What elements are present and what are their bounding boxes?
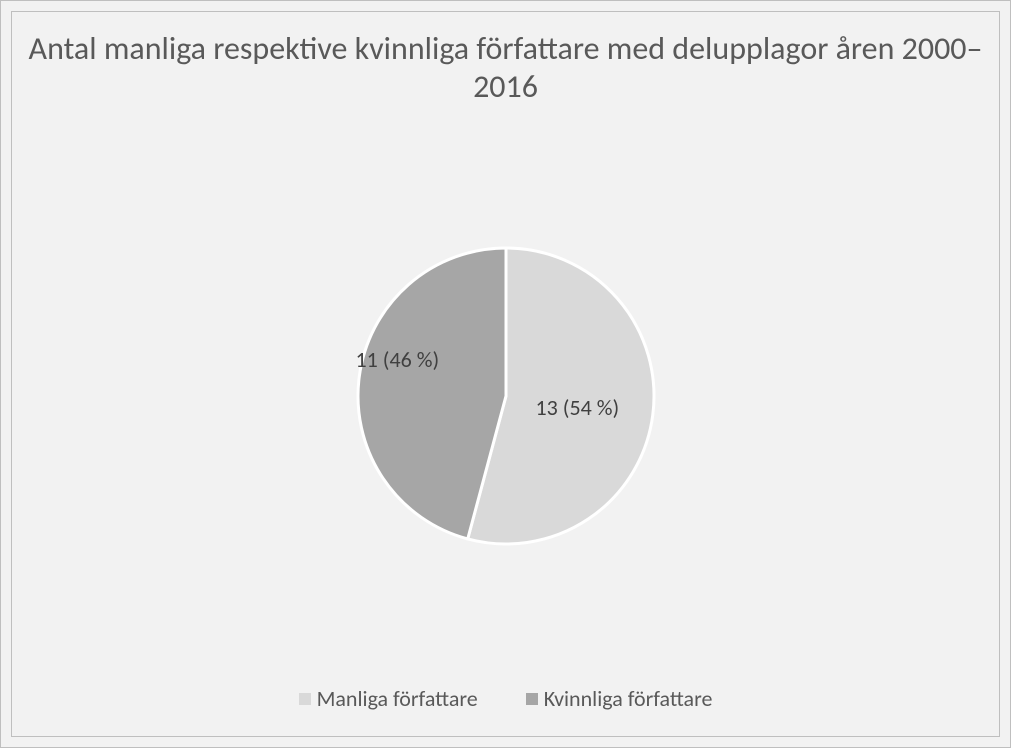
legend-swatch-male bbox=[299, 693, 311, 705]
title-text: Antal manliga respektive kvinnliga förfa… bbox=[29, 29, 983, 106]
slice-label-male: 13 (54 %) bbox=[536, 394, 620, 421]
pie-area: 13 (54 %) 11 (46 %) bbox=[12, 107, 999, 685]
legend-item-male: Manliga författare bbox=[299, 685, 478, 712]
chart-inner: Antal manliga respektive kvinnliga förfa… bbox=[11, 11, 1000, 737]
legend-swatch-female bbox=[526, 693, 538, 705]
chart-container: Antal manliga respektive kvinnliga förfa… bbox=[0, 0, 1011, 748]
legend-label-male: Manliga författare bbox=[317, 685, 478, 712]
chart-title: Antal manliga respektive kvinnliga förfa… bbox=[12, 30, 999, 107]
legend-item-female: Kvinnliga författare bbox=[526, 685, 713, 712]
legend-label-female: Kvinnliga författare bbox=[544, 685, 713, 712]
legend: Manliga författare Kvinnliga författare bbox=[299, 685, 713, 712]
slice-label-female: 11 (46 %) bbox=[356, 346, 440, 373]
